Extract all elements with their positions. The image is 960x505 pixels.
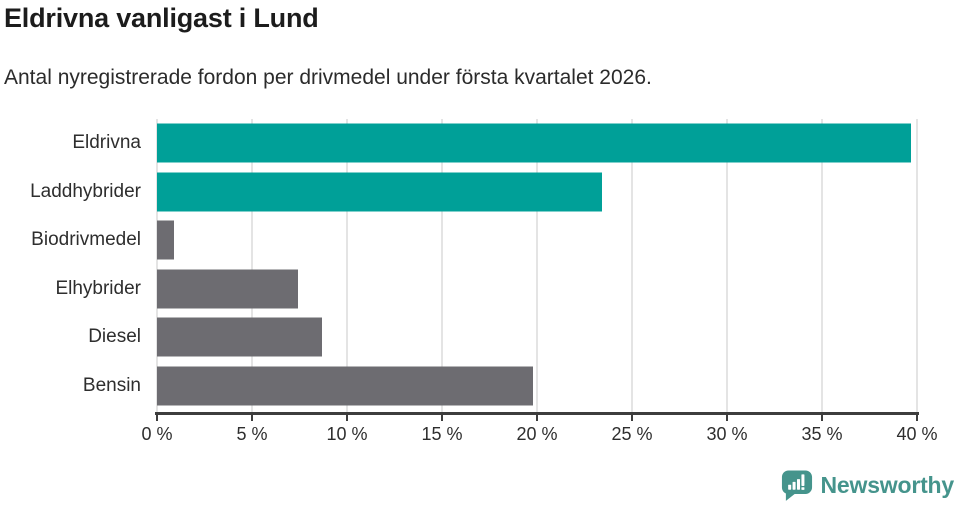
brand-name: Newsworthy [820, 472, 955, 498]
bar-row: Diesel [88, 313, 917, 362]
bar [157, 123, 912, 163]
bar-row: Elhybrider [55, 265, 917, 314]
tick-label-25: 25 % [611, 424, 653, 444]
tick-label-5: 5 % [236, 424, 268, 444]
plot-area: Eldrivna Laddhybrider Biodrivmedel Elhybrid… [30, 119, 938, 444]
tick-mark-20 [536, 415, 538, 421]
tick-label-35: 35 % [801, 424, 843, 444]
tick-label-15: 15 % [421, 424, 463, 444]
category-label: Eldrivna [72, 132, 141, 154]
bar-row: Laddhybrider [30, 168, 917, 217]
newsworthy-speech-bubble-chart-icon [781, 470, 812, 501]
bar [157, 317, 323, 357]
gridline-5 [251, 119, 253, 413]
tick-mark-30 [726, 415, 728, 421]
bar [157, 366, 534, 406]
bar [157, 269, 298, 309]
tick-mark-10 [346, 415, 348, 421]
gridline-35 [821, 119, 823, 413]
bar-row: Biodrivmedel [31, 216, 917, 265]
gridline-25 [631, 119, 633, 413]
tick-mark-40 [916, 415, 918, 421]
bar-series: Eldrivna Laddhybrider Biodrivmedel Elhybrid… [30, 119, 917, 411]
tick-mark-15 [441, 415, 443, 421]
bar [157, 172, 602, 212]
category-label: Diesel [88, 326, 141, 348]
bar [157, 220, 175, 260]
tick-label-10: 10 % [326, 424, 368, 444]
tick-label-40: 40 % [896, 424, 938, 444]
category-label: Elhybrider [55, 277, 141, 299]
tick-mark-0 [156, 415, 158, 421]
tick-label-20: 20 % [516, 424, 558, 444]
category-label: Laddhybrider [30, 180, 141, 202]
tick-label-30: 30 % [706, 424, 748, 444]
tick-mark-25 [631, 415, 633, 421]
x-axis-line [155, 412, 919, 415]
gridline-40 [916, 119, 918, 413]
gridline-15 [441, 119, 443, 413]
category-label: Biodrivmedel [31, 229, 141, 251]
gridline-20 [536, 119, 538, 413]
chart-title: Eldrivna vanligast i Lund [4, 3, 319, 33]
gridline-0 [156, 119, 158, 413]
gridline-30 [726, 119, 728, 413]
tick-mark-5 [251, 415, 253, 421]
chart-subtitle: Antal nyregistrerade fordon per drivmede… [4, 66, 652, 89]
category-label: Bensin [82, 374, 141, 396]
newsworthy-logo: Newsworthy [781, 469, 954, 502]
bar-row: Bensin [83, 362, 917, 411]
gridline-10 [346, 119, 348, 413]
bar-row: Eldrivna [72, 119, 917, 168]
tick-mark-35 [821, 415, 823, 421]
tick-label-0: 0 % [141, 424, 173, 444]
